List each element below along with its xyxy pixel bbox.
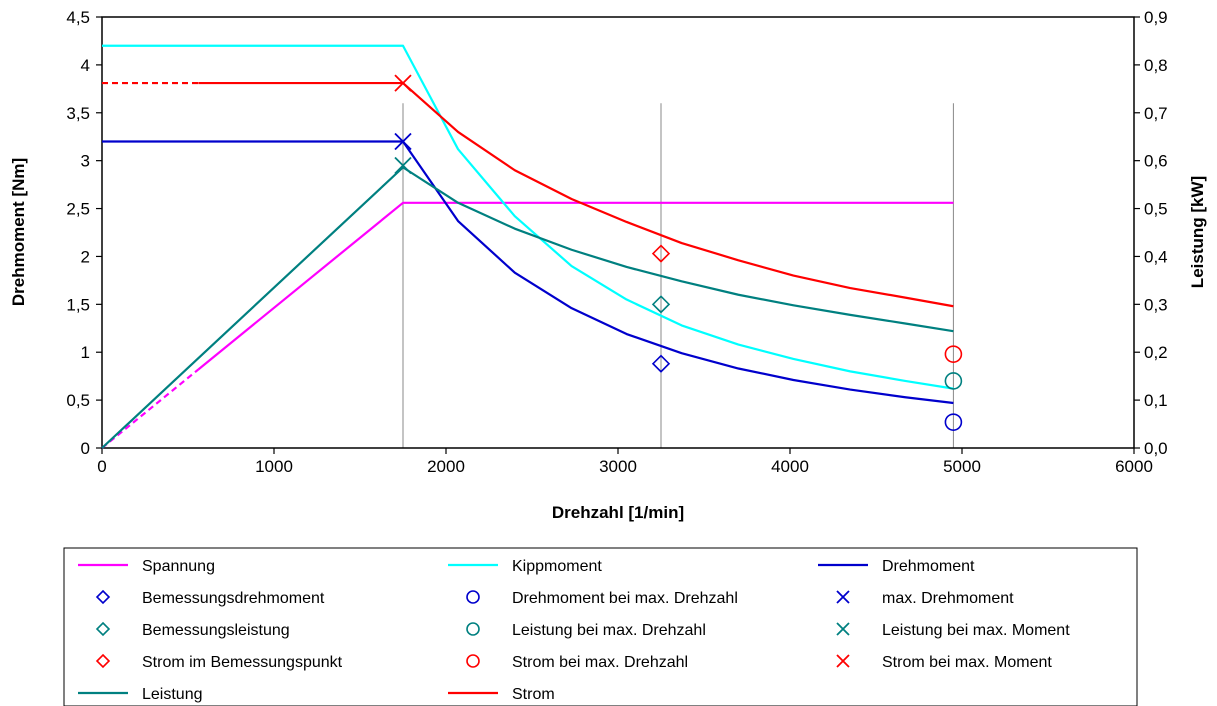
y2-tick-label: 0,0	[1144, 439, 1168, 458]
legend-label: Drehmoment bei max. Drehzahl	[512, 590, 738, 607]
x-tick-label: 6000	[1115, 457, 1153, 476]
legend-item-bemessungsleistung: Bemessungsleistung	[95, 621, 290, 639]
legend: Spannung Kippmoment Drehmoment Bemessungsdr…	[63, 547, 1138, 706]
strom-im-bemessungspunkt-marker	[651, 244, 671, 263]
legend-label: Strom bei max. Drehzahl	[512, 654, 688, 671]
y2-tick-label: 0,1	[1144, 391, 1168, 410]
y-tick-label: 4	[81, 56, 90, 75]
legend-frame	[63, 547, 1138, 706]
legend-swatch	[836, 590, 850, 604]
legend-label: Strom bei max. Moment	[882, 654, 1052, 671]
legend-item-spannung: Spannung	[78, 558, 215, 575]
legend-label: Strom im Bemessungspunkt	[142, 654, 343, 671]
x-tick-label: 1000	[255, 457, 293, 476]
y-tick-label: 2,5	[66, 200, 90, 219]
legend-label: Spannung	[142, 558, 215, 575]
legend-item-leistung-bei-max-moment: Leistung bei max. Moment	[836, 622, 1070, 639]
legend-swatch	[95, 621, 111, 637]
x-axis-title: Drehzahl [1/min]	[552, 503, 684, 522]
x-tick-label: 0	[97, 457, 106, 476]
y2-tick-label: 0,5	[1144, 200, 1168, 219]
legend-item-drehmoment: Drehmoment	[818, 558, 975, 575]
max-drehmoment-marker	[394, 132, 412, 151]
y2-axis-title: Leistung [kW]	[1188, 176, 1207, 288]
y-tick-label: 0,5	[66, 391, 90, 410]
y-tick-label: 3,5	[66, 104, 90, 123]
legend-item-strom: Strom	[448, 686, 555, 703]
plot-area-frame	[101, 16, 1135, 449]
legend-swatch	[466, 590, 480, 604]
legend-label: Leistung bei max. Drehzahl	[512, 622, 706, 639]
y2-tick-label: 0,4	[1144, 247, 1168, 266]
legend-label: Kippmoment	[512, 558, 602, 575]
y2-tick-label: 0,9	[1144, 8, 1168, 27]
legend-item-leistung: Leistung	[78, 686, 203, 703]
strom-bei-max-drehzahl-marker	[944, 345, 963, 363]
legend-swatch	[95, 653, 111, 669]
strom-line	[198, 81, 954, 308]
series-layer	[101, 44, 963, 449]
grid-lines	[402, 103, 954, 448]
legend-label: Bemessungsleistung	[142, 622, 290, 639]
axis-ticks: 0 1000 2000 3000 4000 5000 6000 0 0,5 1 1,5 2 2,5 3 3,…	[66, 8, 1167, 476]
legend-swatch	[466, 654, 480, 668]
legend-item-kippmoment: Kippmoment	[448, 558, 602, 575]
legend-item-bemessungsdrehmoment: Bemessungsdrehmoment	[95, 589, 325, 607]
y2-tick-label: 0,3	[1144, 295, 1168, 314]
x-tick-label: 4000	[771, 457, 809, 476]
legend-item-strom-bei-max-drehzahl: Strom bei max. Drehzahl	[466, 654, 688, 671]
kippmoment-line	[102, 44, 954, 390]
legend-label: Strom	[512, 686, 555, 703]
y2-tick-label: 0,7	[1144, 104, 1168, 123]
legend-item-drehmoment-bei-max-drehzahl: Drehmoment bei max. Drehzahl	[466, 590, 738, 607]
y-tick-label: 0	[81, 439, 90, 458]
leistung-bei-max-drehzahl-marker	[944, 372, 963, 390]
legend-swatch	[466, 622, 480, 636]
legend-label: Leistung	[142, 686, 203, 703]
legend-item-strom-im-bemessungspunkt: Strom im Bemessungspunkt	[95, 653, 343, 671]
y-tick-label: 4,5	[66, 8, 90, 27]
legend-item-leistung-bei-max-drehzahl: Leistung bei max. Drehzahl	[466, 622, 706, 639]
y2-tick-label: 0,2	[1144, 343, 1168, 362]
legend-item-strom-bei-max-moment: Strom bei max. Moment	[836, 654, 1052, 671]
legend-swatch	[836, 622, 850, 636]
legend-label: Leistung bei max. Moment	[882, 622, 1070, 639]
legend-label: Bemessungsdrehmoment	[142, 590, 325, 607]
legend-swatch	[95, 589, 111, 605]
x-tick-label: 2000	[427, 457, 465, 476]
leistung-line	[101, 166, 954, 449]
drehmoment-bei-max-drehzahl-marker	[944, 413, 963, 431]
spannung-line	[197, 201, 954, 371]
bemessungsdrehmoment-marker	[651, 354, 671, 373]
y-tick-label: 2	[81, 247, 90, 266]
spannung-line-dashed	[101, 368, 200, 449]
legend-swatch	[836, 654, 850, 668]
y-tick-label: 3	[81, 152, 90, 171]
legend-entries: Spannung Kippmoment Drehmoment Bemessungsdr…	[78, 558, 1070, 703]
drehmoment-line	[102, 140, 954, 405]
legend-item-max-drehmoment: max. Drehmoment	[836, 590, 1014, 607]
y2-tick-label: 0,8	[1144, 56, 1168, 75]
legend-label: max. Drehmoment	[882, 590, 1014, 607]
y-tick-label: 1	[81, 343, 90, 362]
legend-label: Drehmoment	[882, 558, 975, 575]
y-axis-title: Drehmoment [Nm]	[9, 158, 28, 306]
y-tick-label: 1,5	[66, 295, 90, 314]
y2-tick-label: 0,6	[1144, 152, 1168, 171]
x-tick-label: 5000	[943, 457, 981, 476]
x-tick-label: 3000	[599, 457, 637, 476]
bemessungsleistung-marker	[651, 295, 671, 314]
